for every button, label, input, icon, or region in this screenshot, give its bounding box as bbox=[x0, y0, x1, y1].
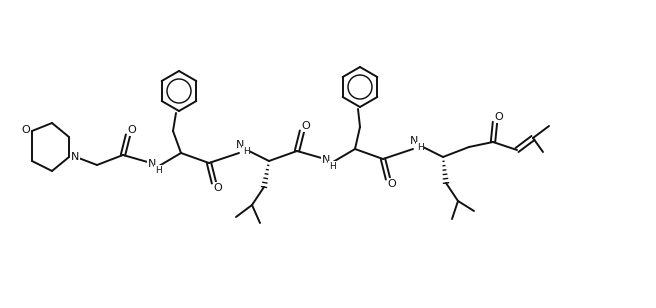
Text: H: H bbox=[417, 143, 423, 152]
Text: O: O bbox=[128, 125, 136, 135]
Text: H: H bbox=[155, 165, 161, 175]
Text: O: O bbox=[214, 183, 222, 193]
Text: N: N bbox=[71, 152, 79, 162]
Text: N: N bbox=[410, 136, 418, 146]
Text: N: N bbox=[148, 159, 156, 169]
Text: N: N bbox=[236, 140, 244, 150]
Text: O: O bbox=[495, 112, 503, 122]
Text: H: H bbox=[329, 161, 335, 171]
Text: H: H bbox=[243, 147, 249, 156]
Text: O: O bbox=[22, 125, 30, 135]
Text: N: N bbox=[322, 155, 330, 165]
Text: O: O bbox=[302, 121, 310, 131]
Text: O: O bbox=[388, 179, 396, 189]
